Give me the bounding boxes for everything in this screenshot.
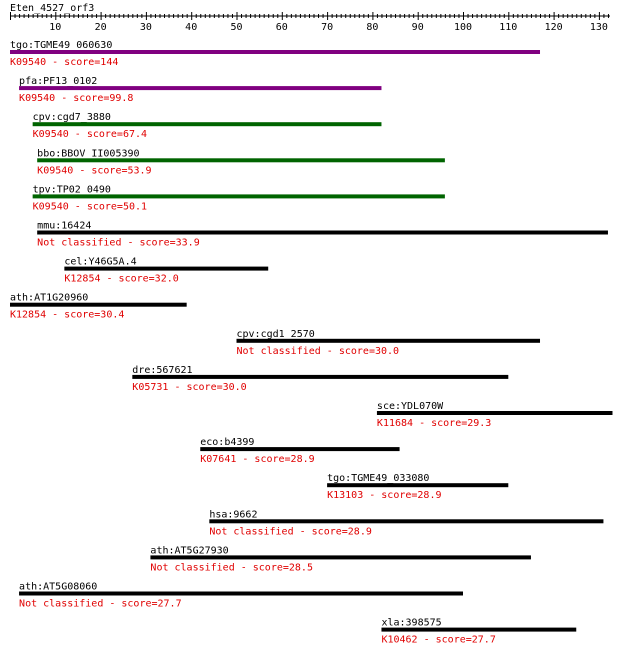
hit-annotation[interactable]: K09540 - score=53.9	[37, 165, 151, 176]
axis-tick-label: 30	[140, 22, 152, 33]
hit-gene-name[interactable]: tpv:TP02_0490	[33, 184, 111, 195]
hit-annotation[interactable]: Not classified - score=28.9	[209, 526, 372, 537]
hit-row[interactable]: sce:YDL070W K11684 - score=29.3	[376, 401, 613, 429]
hit-annotation[interactable]: Not classified - score=30.0	[237, 346, 400, 357]
hit-alignment-bar[interactable]	[32, 122, 382, 127]
hit-list: tgo:TGME49_060630 K09540 - score=144 pfa:P…	[10, 40, 613, 646]
hit-row[interactable]: xla:398575 K10462 - score=27.7	[381, 618, 577, 646]
hit-gene-name[interactable]: xla:398575	[381, 618, 441, 629]
hit-alignment-bar[interactable]	[236, 338, 541, 343]
hit-row[interactable]: ath:AT5G08060 Not classified - score=27.7	[19, 582, 464, 610]
hit-alignment-bar[interactable]	[376, 411, 613, 415]
hit-gene-name[interactable]: dre:567621	[132, 365, 192, 376]
hit-alignment-bar[interactable]	[150, 555, 531, 560]
axis-tick-label: 100	[454, 22, 472, 33]
hit-gene-name[interactable]: hsa:9662	[209, 509, 257, 520]
hit-alignment-bar[interactable]	[132, 374, 509, 379]
hit-gene-name[interactable]: cpv:cgd1_2570	[237, 329, 315, 340]
axis-tick-label: 40	[185, 22, 197, 33]
axis-tick-label: 20	[95, 22, 107, 33]
hit-row[interactable]: tgo:TGME49_060630 K09540 - score=144	[10, 40, 541, 68]
hit-annotation[interactable]: Not classified - score=27.7	[19, 599, 182, 610]
hit-alignment-bar[interactable]	[200, 447, 400, 452]
hit-gene-name[interactable]: ath:AT5G27930	[150, 545, 228, 556]
hit-alignment-bar[interactable]	[10, 50, 541, 54]
hit-gene-name[interactable]: tgo:TGME49_033080	[327, 473, 429, 484]
axis-tick-label: 120	[545, 22, 563, 33]
hit-gene-name[interactable]: cel:Y46G5A.4	[64, 257, 136, 268]
hit-row[interactable]: dre:567621 K05731 - score=30.0	[132, 365, 509, 393]
axis-tick-label: 110	[499, 22, 517, 33]
hit-row[interactable]: ath:AT5G27930 Not classified - score=28.5	[150, 545, 531, 573]
hit-annotation[interactable]: K09540 - score=67.4	[33, 129, 147, 140]
hit-row[interactable]: mmu:16424 Not classified - score=33.9	[37, 221, 608, 249]
hit-alignment-bar[interactable]	[327, 483, 509, 488]
hit-annotation[interactable]: K11684 - score=29.3	[377, 418, 491, 429]
hit-row[interactable]: ath:AT1G20960 K12854 - score=30.4	[10, 293, 187, 321]
hit-row[interactable]: tgo:TGME49_033080 K13103 - score=28.9	[327, 473, 509, 501]
hit-gene-name[interactable]: ath:AT1G20960	[10, 293, 88, 304]
hit-row[interactable]: bbo:BBOV_II005390 K09540 - score=53.9	[37, 148, 445, 176]
hit-gene-name[interactable]: bbo:BBOV_II005390	[37, 148, 139, 159]
hit-annotation[interactable]: K13103 - score=28.9	[327, 490, 441, 501]
hit-row[interactable]: hsa:9662 Not classified - score=28.9	[209, 509, 604, 537]
hit-alignment-bar[interactable]	[381, 627, 577, 632]
hit-annotation[interactable]: K09540 - score=144	[10, 57, 118, 68]
hit-annotation[interactable]: Not classified - score=28.5	[150, 562, 313, 573]
hit-alignment-bar[interactable]	[64, 266, 269, 271]
axis-tick-label: 70	[321, 22, 333, 33]
hit-alignment-bar[interactable]	[10, 302, 187, 307]
axis-tick-label: 80	[366, 22, 378, 33]
query-title: Eten_4527_orf3	[10, 3, 94, 14]
hit-gene-name[interactable]: pfa:PF13_0102	[19, 76, 97, 87]
axis-tick-label: 130	[590, 22, 608, 33]
hit-row[interactable]: tpv:TP02_0490 K09540 - score=50.1	[32, 184, 445, 212]
hit-row[interactable]: pfa:PF13_0102 K09540 - score=99.8	[19, 76, 382, 104]
hit-annotation[interactable]: K09540 - score=99.8	[19, 93, 133, 104]
hit-annotation[interactable]: K12854 - score=32.0	[64, 274, 178, 285]
hit-gene-name[interactable]: tgo:TGME49_060630	[10, 40, 112, 51]
hit-alignment-bar[interactable]	[32, 194, 445, 199]
hit-annotation[interactable]: K10462 - score=27.7	[381, 635, 495, 646]
hit-annotation[interactable]: K07641 - score=28.9	[200, 454, 314, 465]
axis-tick-label: 90	[412, 22, 424, 33]
position-axis: 10 20 30 40 50 60 70 80 90 100 110 120 130	[10, 12, 610, 33]
axis-tick-label: 50	[230, 22, 242, 33]
hit-alignment-bar[interactable]	[37, 230, 608, 235]
axis-tick-label: 10	[49, 22, 61, 33]
hit-gene-name[interactable]: sce:YDL070W	[377, 401, 444, 412]
hit-gene-name[interactable]: cpv:cgd7_3880	[33, 112, 111, 123]
hit-gene-name[interactable]: eco:b4399	[200, 437, 254, 448]
hit-row[interactable]: cel:Y46G5A.4 K12854 - score=32.0	[64, 257, 269, 285]
hit-row[interactable]: cpv:cgd7_3880 K09540 - score=67.4	[32, 112, 382, 140]
hit-annotation[interactable]: Not classified - score=33.9	[37, 238, 200, 249]
hit-annotation[interactable]: K09540 - score=50.1	[33, 201, 147, 212]
hit-annotation[interactable]: K12854 - score=30.4	[10, 310, 124, 321]
hit-annotation[interactable]: K05731 - score=30.0	[132, 382, 246, 393]
hit-row[interactable]: cpv:cgd1_2570 Not classified - score=30.0	[236, 329, 541, 357]
hit-alignment-bar[interactable]	[19, 86, 382, 91]
hit-gene-name[interactable]: mmu:16424	[37, 221, 91, 232]
hit-row[interactable]: eco:b4399 K07641 - score=28.9	[200, 437, 400, 465]
hit-alignment-bar[interactable]	[19, 591, 464, 596]
hit-gene-name[interactable]: ath:AT5G08060	[19, 582, 97, 593]
hit-alignment-bar[interactable]	[209, 519, 604, 524]
hit-alignment-bar[interactable]	[37, 158, 445, 163]
axis-tick-label: 60	[276, 22, 288, 33]
